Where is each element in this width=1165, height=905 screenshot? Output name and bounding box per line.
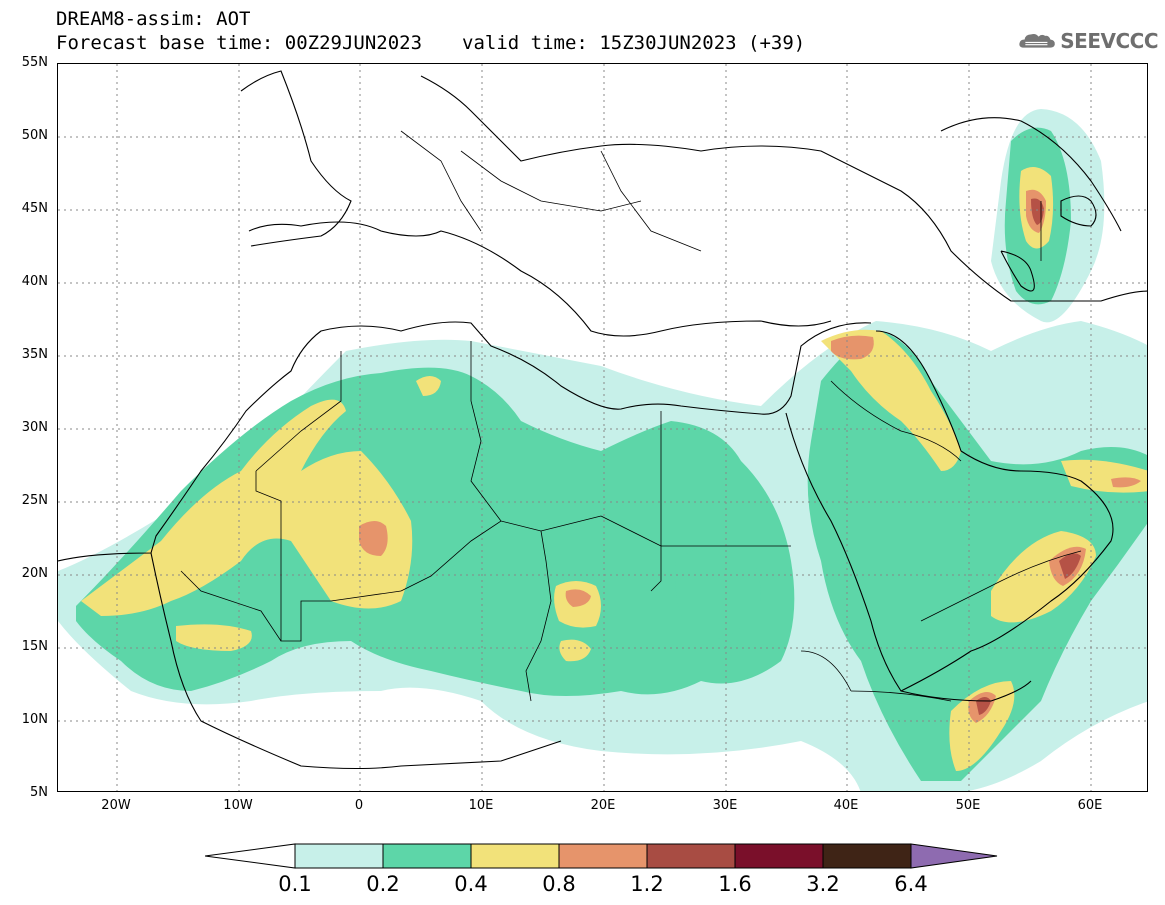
lat-label: 10N [21,712,48,727]
aot-shading-green [76,127,1147,781]
colorbar-label: 0.8 [542,872,576,896]
country-borders [180,130,1082,702]
colorbar-label: 6.4 [894,872,928,896]
base-time: Forecast base time: 00Z29JUN2023 [56,32,423,54]
colorbar-swatch [822,843,912,869]
coastlines [58,70,1147,770]
colorbar [205,843,998,869]
lat-label: 25N [21,493,48,508]
colorbar-swatch [382,843,472,869]
forecast-times: Forecast base time: 00Z29JUN2023 valid ti… [56,32,805,54]
map-canvas [58,64,1147,791]
colorbar-label: 1.6 [718,872,752,896]
colorbar-label: 0.4 [454,872,488,896]
aot-shading-yellow [81,167,1147,771]
lon-label: 60E [1077,798,1103,813]
lon-label: 20E [590,798,616,813]
colorbar-swatch [646,843,736,869]
lon-label: 10E [468,798,494,813]
colorbar-swatch [294,843,384,869]
colorbar-label: 0.1 [278,872,312,896]
colorbar-over-arrow [910,843,998,869]
lon-label: 40E [833,798,859,813]
colorbar-label: 1.2 [630,872,664,896]
lat-label: 30N [21,420,48,435]
lat-label: 55N [21,55,48,70]
lon-label: 50E [955,798,981,813]
colorbar-swatch [470,843,560,869]
colorbar-swatch [734,843,824,869]
logo-text: SEEVCCC [1060,29,1158,53]
colorbar-label: 0.2 [366,872,400,896]
seevccc-logo: SEEVCCC [1018,26,1158,56]
lat-label: 35N [21,347,48,362]
lat-label: 5N [30,785,48,800]
lat-label: 15N [21,639,48,654]
cloud-icon [1019,33,1055,48]
lat-label: 45N [21,201,48,216]
aot-map [57,63,1148,792]
lon-label: 0 [354,798,364,813]
colorbar-under-arrow [205,843,296,869]
valid-time: valid time: 15Z30JUN2023 (+39) [462,32,806,54]
map-title: DREAM8-assim: AOT [56,8,251,30]
lat-label: 20N [21,566,48,581]
lon-label: 20W [101,798,131,813]
colorbar-swatch [558,843,648,869]
colorbar-label: 3.2 [806,872,840,896]
lon-label: 10W [223,798,253,813]
lon-label: 30E [712,798,738,813]
lat-label: 50N [21,128,48,143]
lat-label: 40N [21,274,48,289]
